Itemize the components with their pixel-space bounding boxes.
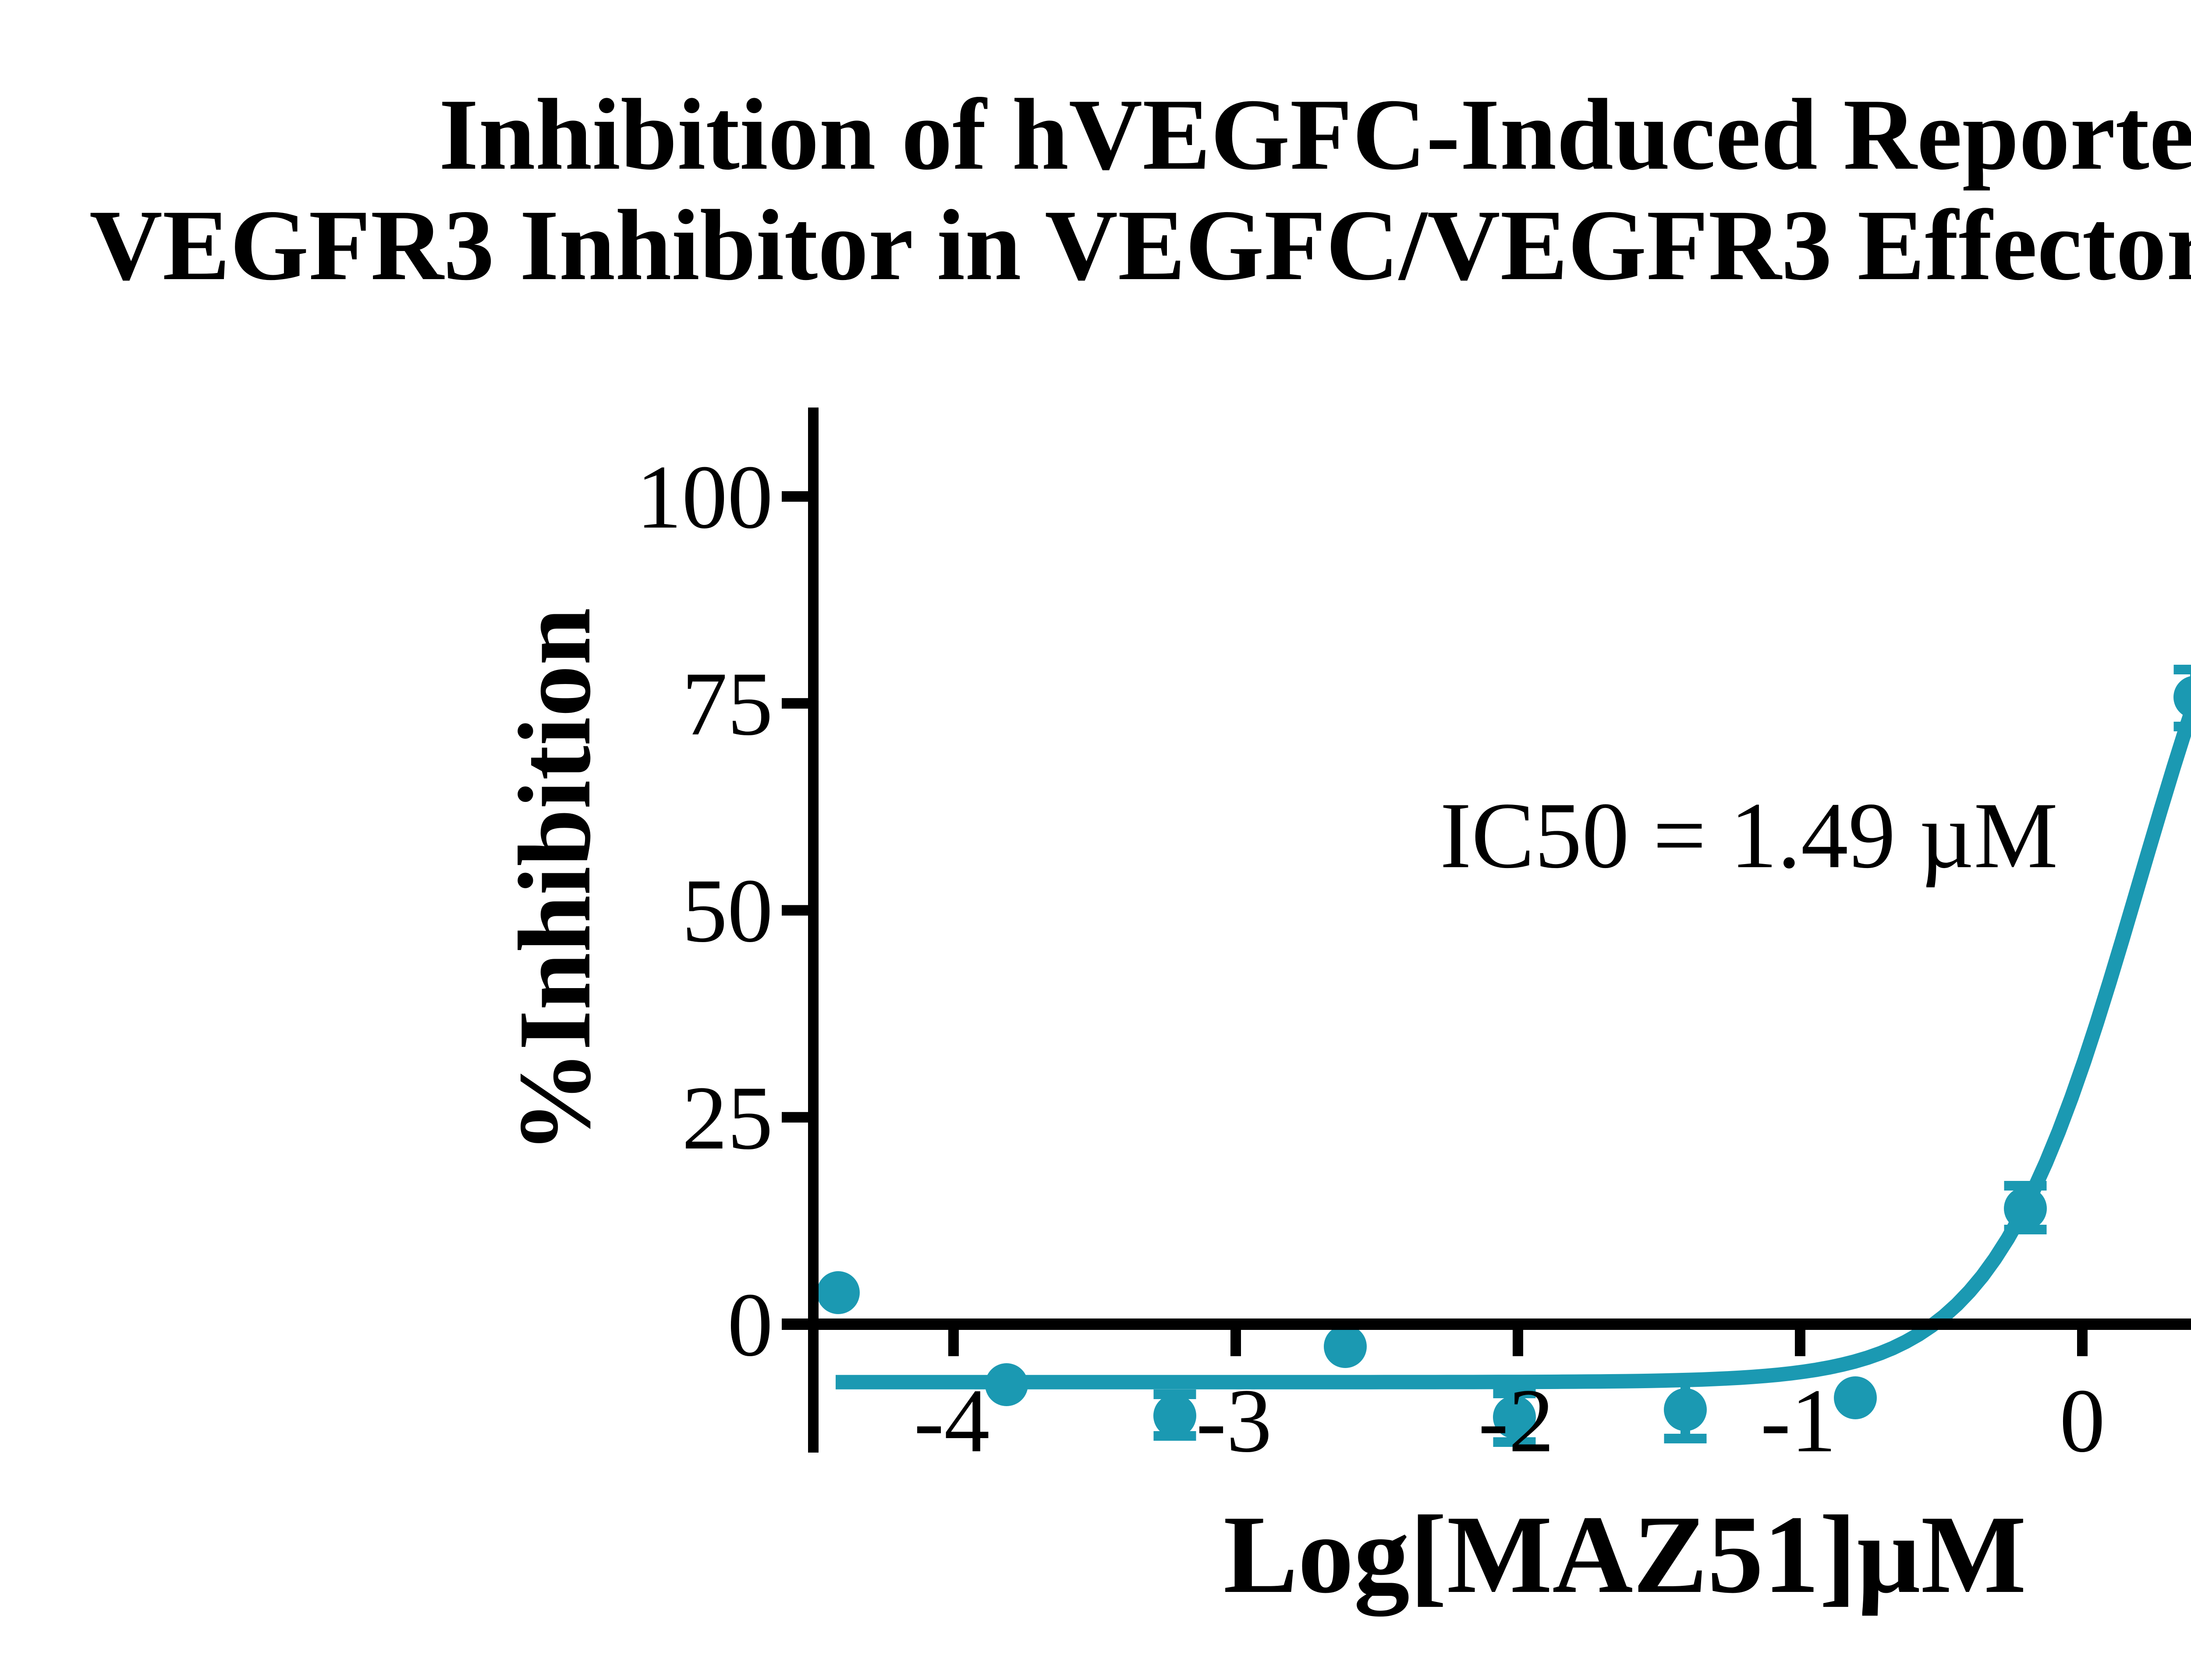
svg-text:0: 0 — [2060, 1370, 2105, 1471]
svg-text:75: 75 — [682, 653, 773, 754]
svg-text:50: 50 — [682, 860, 773, 961]
svg-text:%Inhibition: %Inhibition — [498, 608, 612, 1154]
svg-text:-4: -4 — [914, 1370, 989, 1471]
svg-text:100: 100 — [636, 447, 773, 547]
svg-text:0: 0 — [727, 1274, 773, 1375]
svg-text:-2: -2 — [1478, 1370, 1554, 1471]
svg-text:Inhibition of hVEGFC-Induced R: Inhibition of hVEGFC-Induced Reporter Ac… — [439, 78, 2191, 191]
svg-text:Log[MAZ51]µM: Log[MAZ51]µM — [1223, 1493, 2026, 1616]
svg-text:25: 25 — [682, 1067, 773, 1168]
svg-text:-1: -1 — [1760, 1370, 1836, 1471]
svg-text:IC50 = 1.49 µM: IC50 = 1.49 µM — [1440, 783, 2058, 888]
svg-text:-3: -3 — [1196, 1370, 1272, 1471]
svg-text:VEGFR3 Inhibitor in VEGFC/VEGF: VEGFR3 Inhibitor in VEGFC/VEGFR3 Effecto… — [89, 189, 2191, 301]
